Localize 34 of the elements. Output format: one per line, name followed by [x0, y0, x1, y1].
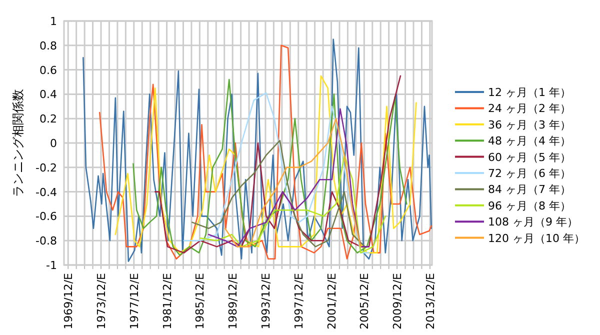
x-tick-label: 1981/12/E — [160, 272, 174, 330]
y-tick-label: 1 — [50, 15, 57, 28]
y-tick-label: -0.6 — [36, 210, 57, 224]
x-tick-label: 1993/12/E — [259, 272, 272, 330]
x-tick-label: 2001/12/E — [325, 272, 338, 330]
x-tick-label: 2005/12/E — [358, 272, 372, 330]
y-tick-label: -0.2 — [36, 161, 57, 174]
y-tick-label: 0.4 — [40, 88, 57, 102]
x-tick-label: 1977/12/E — [128, 272, 141, 330]
y-tick-label: 0 — [50, 137, 57, 150]
legend-label: 24 ヶ月（2 年） — [488, 102, 571, 116]
x-tick-label: 1985/12/E — [194, 272, 207, 330]
legend-label: 84 ヶ月（7 年） — [488, 183, 571, 196]
x-tick-label: 2013/12/E — [424, 272, 437, 330]
x-tick-label: 1969/12/E — [62, 272, 76, 330]
y-tick-label: -0.8 — [36, 234, 57, 248]
y-tick-label: 0.6 — [40, 64, 57, 77]
y-tick-label: -1 — [46, 259, 57, 272]
legend-label: 12 ヶ月（1 年） — [488, 86, 571, 99]
legend-label: 96 ヶ月（8 年） — [488, 199, 571, 212]
legend-label: 36 ヶ月（3 年） — [488, 118, 571, 132]
y-tick-label: -0.4 — [36, 186, 57, 199]
x-tick-label: 1997/12/E — [292, 272, 306, 330]
y-tick-label: 0.2 — [40, 112, 57, 126]
x-tick-label: 1989/12/E — [226, 272, 240, 330]
legend-label: 120 ヶ月（10 年） — [488, 232, 585, 245]
y-axis-title: ランニング相関係数 — [11, 89, 25, 197]
y-tick-label: 0.8 — [40, 39, 57, 52]
legend-label: 60 ヶ月（5 年） — [488, 150, 571, 164]
legend-label: 48 ヶ月（4 年） — [488, 134, 571, 148]
x-tick-label: 2009/12/E — [391, 272, 404, 330]
x-tick-label: 1973/12/E — [95, 272, 108, 330]
legend-label: 108 ヶ月（9 年） — [488, 216, 578, 229]
legend-label: 72 ヶ月（6 年） — [488, 167, 571, 180]
